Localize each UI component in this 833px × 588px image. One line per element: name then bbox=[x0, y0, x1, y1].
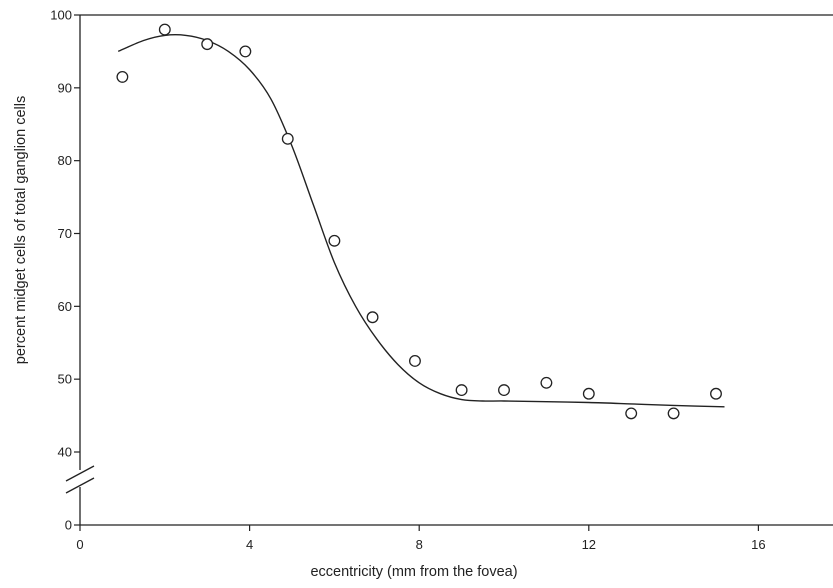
x-tick-label: 16 bbox=[751, 537, 765, 552]
y-tick-label: 90 bbox=[58, 80, 72, 95]
data-point bbox=[710, 387, 722, 400]
fit-curve-layer bbox=[117, 34, 725, 408]
x-tick-label: 8 bbox=[416, 537, 423, 552]
data-point bbox=[540, 376, 553, 389]
data-point bbox=[455, 384, 468, 397]
data-point bbox=[281, 132, 294, 145]
y-axis-label: percent midget cells of total ganglion c… bbox=[13, 96, 29, 364]
data-point bbox=[239, 45, 252, 58]
fit-curve bbox=[117, 34, 725, 408]
x-axis-label: eccentricity (mm from the fovea) bbox=[310, 564, 517, 580]
x-tick-label: 12 bbox=[582, 537, 596, 552]
y-tick-label: 0 bbox=[65, 518, 72, 533]
data-point bbox=[201, 38, 214, 51]
data-point bbox=[366, 311, 379, 324]
y-tick-label: 50 bbox=[58, 372, 72, 387]
y-tick-label: 100 bbox=[50, 8, 72, 23]
data-point bbox=[328, 234, 341, 247]
y-tick-label: 70 bbox=[58, 226, 72, 241]
x-tick-label: 4 bbox=[246, 537, 253, 552]
data-point bbox=[116, 70, 129, 83]
data-point bbox=[498, 384, 510, 397]
x-tick-label: 0 bbox=[76, 537, 83, 552]
data-point bbox=[158, 23, 171, 36]
axes: 0 40 50 60 70 80 90 100 0 4 8 12 16 bbox=[50, 8, 833, 552]
axis-break-mark bbox=[65, 465, 95, 482]
data-point bbox=[625, 407, 638, 420]
data-point bbox=[582, 387, 595, 400]
data-point bbox=[409, 355, 421, 367]
y-tick-label: 80 bbox=[58, 153, 72, 168]
y-tick-label: 60 bbox=[58, 299, 72, 314]
y-tick-label: 40 bbox=[58, 445, 72, 460]
data-points-layer bbox=[116, 23, 722, 420]
axis-break-mark bbox=[65, 477, 95, 494]
data-point bbox=[667, 407, 680, 420]
